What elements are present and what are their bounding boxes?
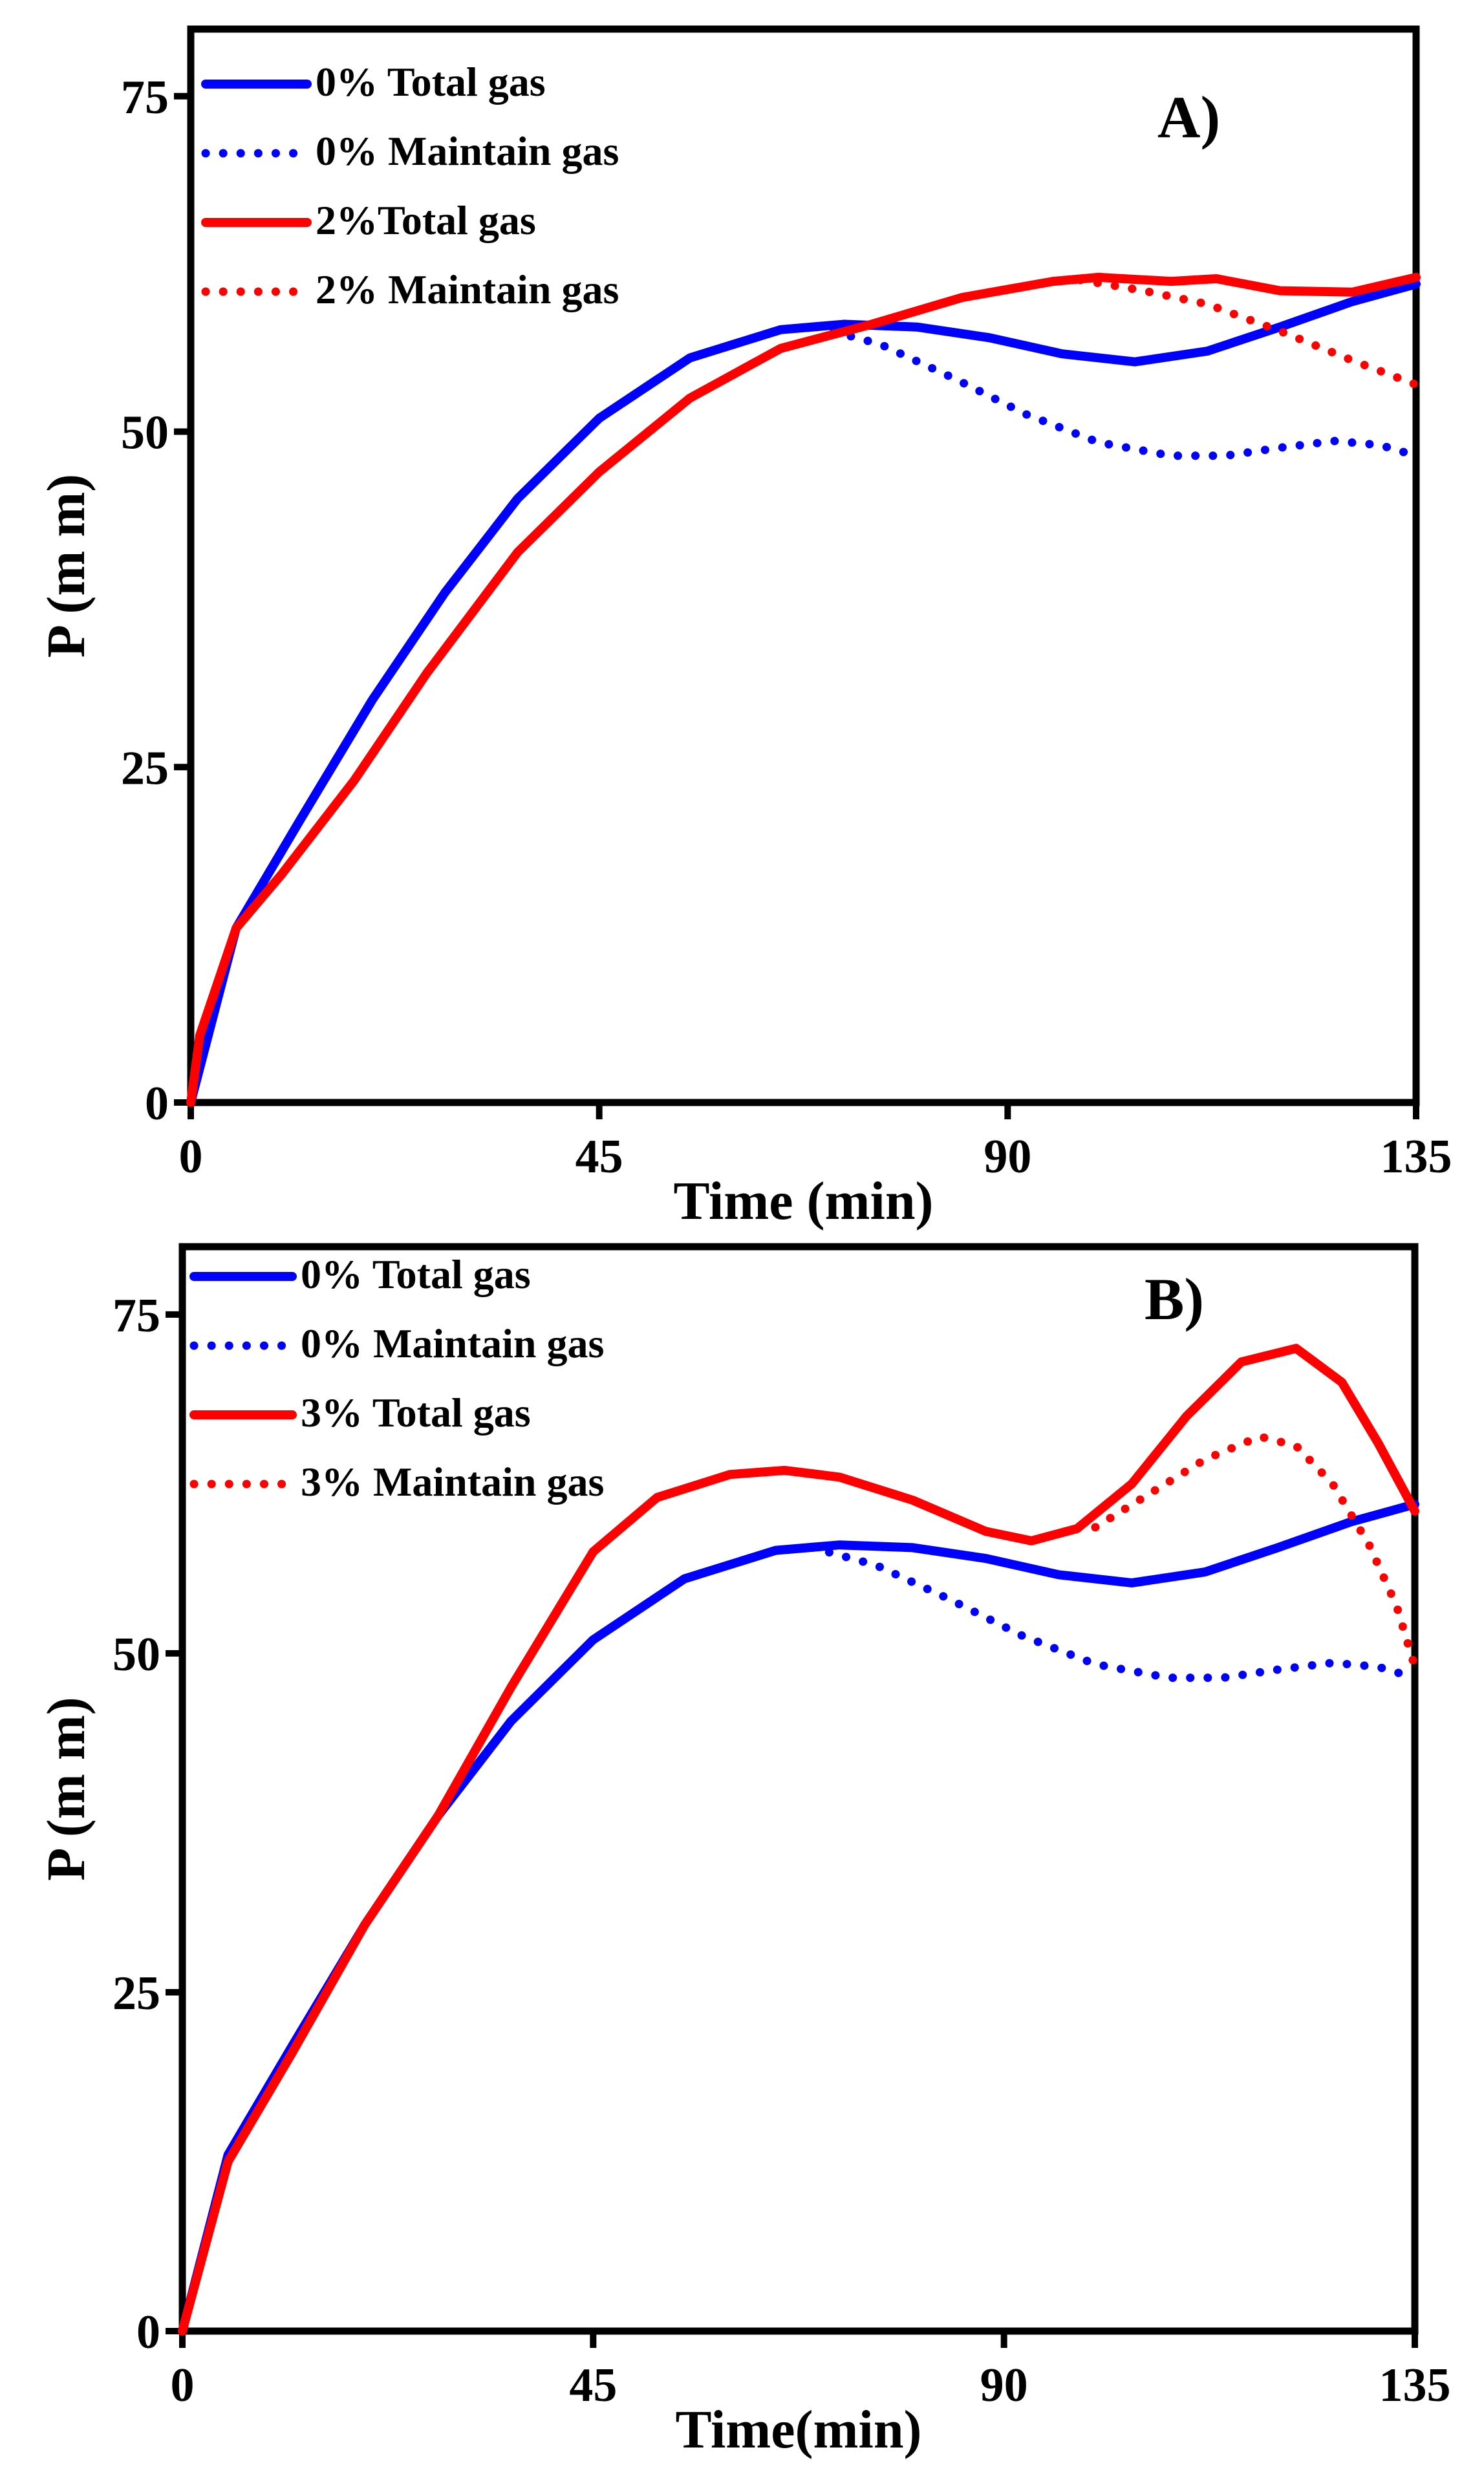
x-tick-label: 45 xyxy=(575,1130,623,1183)
y-axis-label: P (m m) xyxy=(36,1697,96,1881)
y-tick-label: 25 xyxy=(121,742,169,795)
x-tick-label: 0 xyxy=(171,2359,195,2412)
series-line-3-maintain-gas xyxy=(1091,1432,1419,1672)
y-tick-label: 0 xyxy=(145,1077,169,1130)
legend-label: 0% Total gas xyxy=(301,1251,531,1297)
x-tick-label: 135 xyxy=(1381,1130,1452,1183)
chart-panel-1: 0 25 50 75 0 45 90 135 Time (min) P (m m) 0% Total… xyxy=(36,25,1452,1231)
legend-label: 3% Total gas xyxy=(301,1390,531,1436)
plot-frame xyxy=(178,1243,1419,2335)
plot-frame xyxy=(187,25,1420,1106)
legend-label: 0% Total gas xyxy=(316,59,546,105)
x-tick-label: 135 xyxy=(1379,2359,1451,2412)
x-tick-label: 45 xyxy=(569,2359,617,2412)
series-line-3-total-gas xyxy=(178,1344,1419,2336)
panel-label: B) xyxy=(1145,1266,1204,1332)
x-axis-label: Time (min) xyxy=(673,1171,933,1231)
x-tick-label: 90 xyxy=(980,2359,1028,2412)
y-tick-label: 75 xyxy=(113,1289,160,1342)
y-axis-label: P (m m) xyxy=(36,474,96,658)
panel-label: A) xyxy=(1157,84,1220,150)
y-tick-label: 0 xyxy=(136,2306,160,2359)
legend-label: 2% Maintain gas xyxy=(316,266,619,312)
series-line-0-maintain-gas xyxy=(813,323,1421,460)
legend-label: 0% Maintain gas xyxy=(316,128,619,174)
series-line-2-maintain-gas xyxy=(1076,275,1421,389)
legend-label: 3% Maintain gas xyxy=(301,1459,604,1505)
x-tick-label: 90 xyxy=(984,1130,1031,1183)
x-axis-label: Time(min) xyxy=(675,2400,921,2460)
series-line-0-total-gas xyxy=(186,279,1421,1107)
y-tick-label: 50 xyxy=(121,407,169,460)
series-line-0-maintain-gas xyxy=(808,1543,1419,1683)
chart-panel-2: 0 25 50 75 0 45 90 135 Time(min) P (m m) 0% Total … xyxy=(36,1243,1451,2460)
x-tick-label: 0 xyxy=(179,1130,203,1183)
legend-label: 2%Total gas xyxy=(316,197,536,243)
y-tick-label: 75 xyxy=(121,71,169,124)
y-tick-label: 25 xyxy=(113,1967,160,2020)
legend-label: 0% Maintain gas xyxy=(301,1320,604,1366)
series-line-2-total-gas xyxy=(186,272,1421,1107)
y-tick-label: 50 xyxy=(113,1628,160,1681)
